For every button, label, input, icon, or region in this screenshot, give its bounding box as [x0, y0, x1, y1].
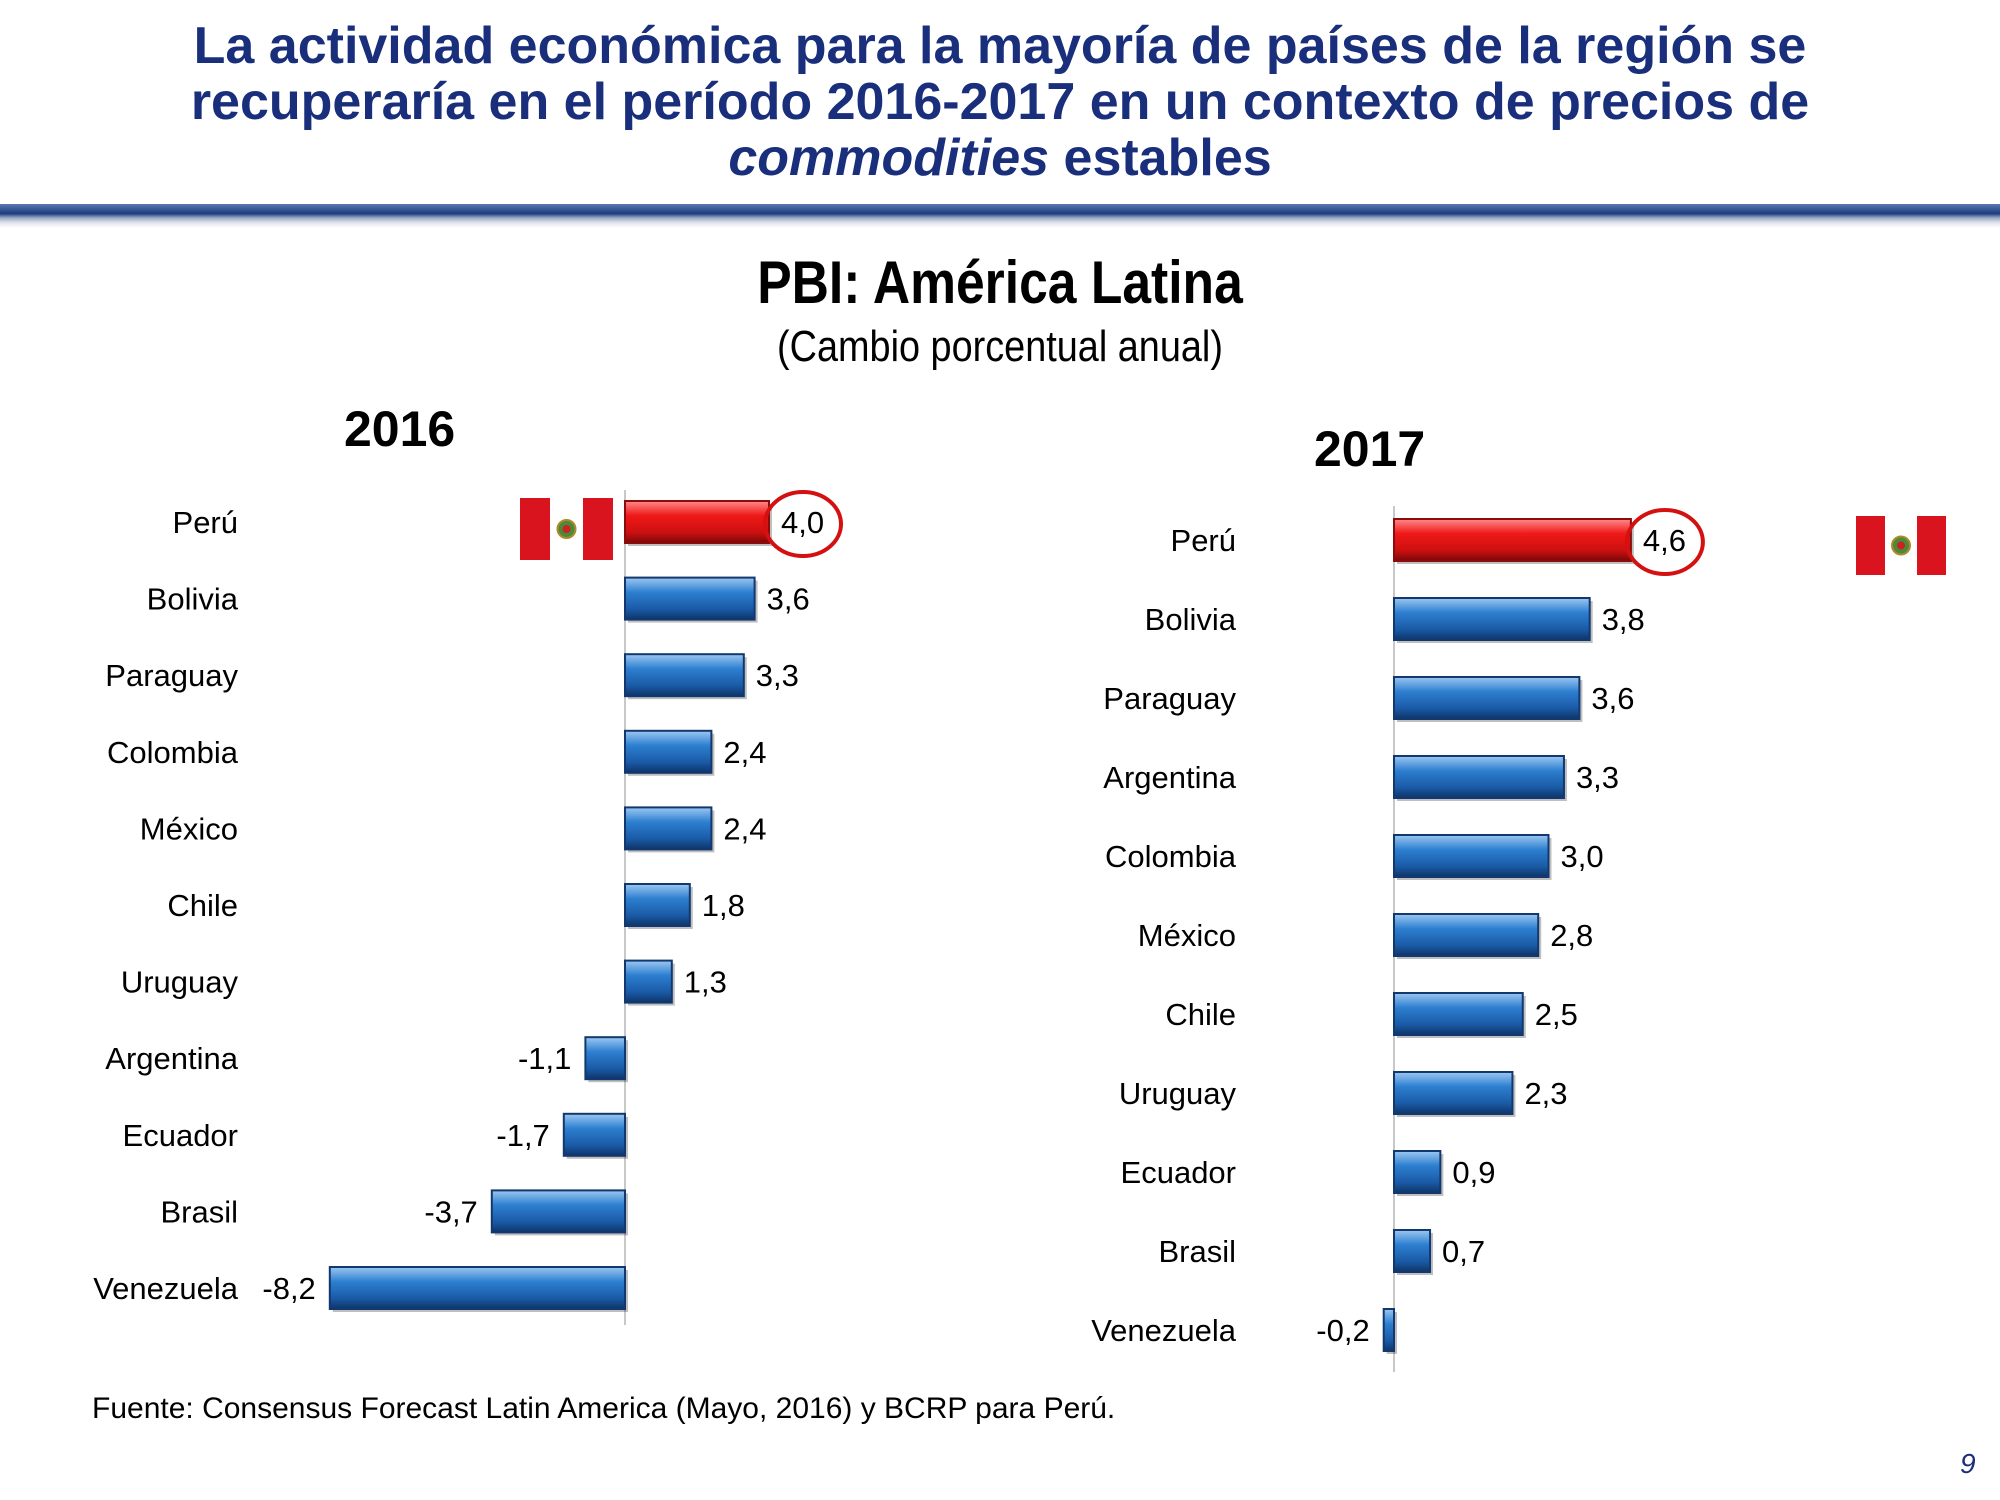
chart-title: PBI: América Latina [757, 249, 1243, 316]
bar-highlight [624, 500, 770, 544]
value-label: 2,4 [723, 735, 766, 770]
category-label: Uruguay [121, 965, 239, 1000]
category-label: Ecuador [123, 1118, 238, 1153]
value-label: 1,3 [684, 965, 727, 1000]
chart-subtitle: (Cambio porcentual anual) [777, 322, 1223, 371]
headline-line-3: commodities estables [60, 130, 1940, 186]
category-label: Bolivia [1145, 602, 1237, 637]
bar-highlight [1393, 518, 1632, 562]
panel-title-2016: 2016 [344, 401, 456, 457]
bar [624, 729, 713, 774]
value-label: 2,4 [723, 811, 766, 846]
bar [562, 1112, 626, 1157]
peru-flag-icon [520, 498, 613, 560]
header-divider [0, 204, 2000, 228]
category-label: Chile [1165, 997, 1236, 1032]
highlight-circle [1624, 508, 1705, 576]
bar [624, 653, 745, 698]
bar [624, 576, 756, 621]
value-label: 1,8 [702, 888, 745, 923]
bar [490, 1189, 626, 1234]
bar [1382, 1308, 1395, 1352]
chart-2017: Perú 4,6 Bolivia 3,8 Paraguay 3,6 Argentina 3,3… [1091, 506, 1705, 1372]
category-label: Colombia [1105, 839, 1237, 874]
category-label: Colombia [107, 735, 239, 770]
bar [624, 806, 713, 851]
value-label: 3,0 [1561, 839, 1604, 874]
category-label: México [1138, 918, 1236, 953]
category-label: Brasil [160, 1194, 238, 1229]
value-label: 3,3 [1576, 760, 1619, 795]
category-label: Venezuela [93, 1271, 239, 1306]
value-label: 4,0 [781, 505, 824, 540]
category-label: Perú [1171, 523, 1236, 558]
category-label: México [140, 811, 238, 846]
value-label: 2,5 [1535, 997, 1578, 1032]
bar [1393, 1071, 1514, 1115]
bar [624, 959, 673, 1004]
bar [584, 1036, 627, 1081]
bar [624, 883, 691, 927]
bar [1393, 755, 1565, 799]
category-label: Bolivia [147, 582, 239, 617]
headline-line-3-rest: estables [1049, 129, 1272, 187]
value-label: 0,7 [1442, 1234, 1485, 1269]
bar [328, 1266, 626, 1310]
value-label: 3,3 [756, 658, 799, 693]
value-label: 2,8 [1550, 918, 1593, 953]
category-label: Uruguay [1119, 1076, 1237, 1111]
value-label: 4,6 [1643, 523, 1686, 558]
value-label: -1,1 [518, 1041, 571, 1076]
chart-2016: Perú 4,0 Bolivia 3,6 Paraguay 3,3 Colombia 2,4 M… [93, 490, 843, 1325]
headline-line-1: La actividad económica para la mayoría d… [193, 17, 1807, 75]
value-label: 3,6 [767, 582, 810, 617]
page-number: 9 [1960, 1448, 1976, 1479]
source-note: Fuente: Consensus Forecast Latin America… [92, 1392, 1116, 1425]
category-label: Ecuador [1121, 1155, 1236, 1190]
value-label: -1,7 [496, 1118, 549, 1153]
bar [1393, 676, 1581, 720]
category-label: Argentina [1103, 760, 1236, 795]
headline-line-2: recuperaría en el período 2016-2017 en u… [190, 73, 1810, 131]
bar [1393, 1150, 1442, 1194]
value-label: 2,3 [1524, 1076, 1567, 1111]
category-label: Chile [167, 888, 238, 923]
bar [1393, 992, 1524, 1036]
slide-headline: La actividad económica para la mayoría d… [60, 18, 1940, 186]
panel-title-2017: 2017 [1314, 421, 1426, 477]
highlight-circle [763, 490, 843, 558]
bar [1393, 913, 1540, 957]
value-label: -8,2 [262, 1271, 315, 1306]
bar [1393, 1229, 1432, 1273]
category-label: Perú [173, 505, 238, 540]
bar [1393, 834, 1550, 878]
category-label: Paraguay [1103, 681, 1236, 716]
value-label: -0,2 [1316, 1313, 1369, 1348]
peru-flag-icon [1856, 516, 1946, 575]
headline-italic-word: commodities [728, 129, 1050, 187]
value-label: -3,7 [424, 1194, 477, 1229]
category-label: Paraguay [105, 658, 238, 693]
bar [1393, 597, 1591, 641]
value-label: 3,8 [1602, 602, 1645, 637]
value-label: 3,6 [1591, 681, 1634, 716]
category-label: Brasil [1158, 1234, 1236, 1269]
category-label: Argentina [105, 1041, 238, 1076]
category-label: Venezuela [1091, 1313, 1237, 1348]
value-label: 0,9 [1452, 1155, 1495, 1190]
